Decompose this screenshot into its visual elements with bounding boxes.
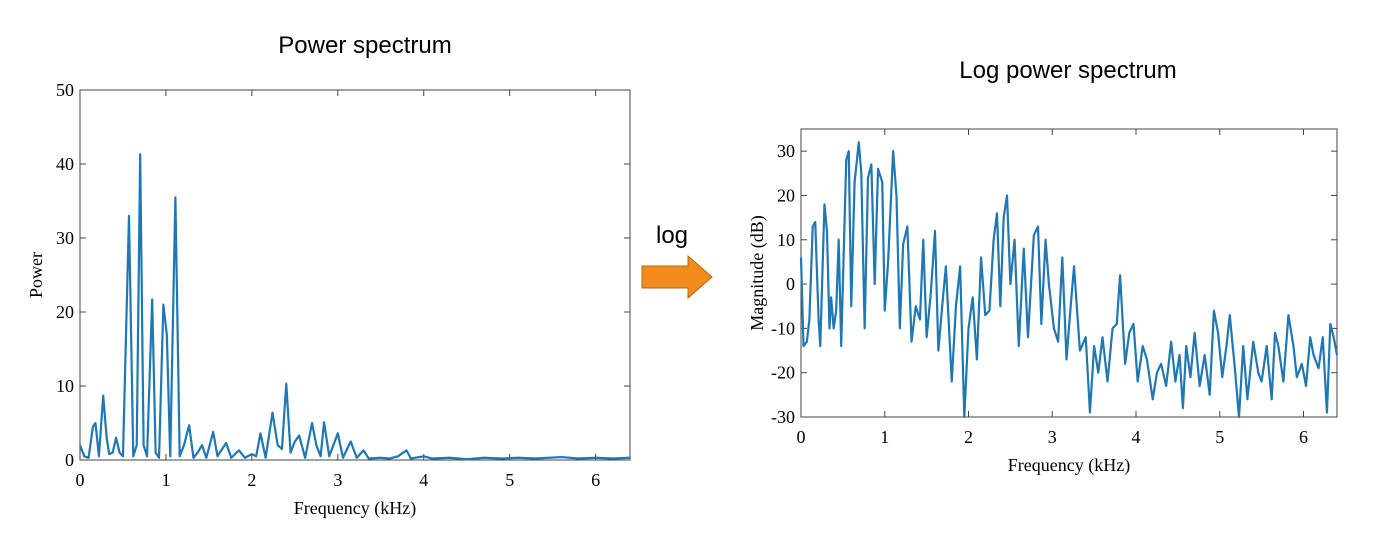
- y-tick-label: -10: [771, 318, 795, 338]
- series-line: [78, 153, 631, 461]
- y-tick-label: 30: [56, 228, 74, 248]
- y-tick-label: 40: [56, 154, 74, 174]
- x-axis-label: Frequency (kHz): [1008, 455, 1130, 476]
- y-tick-label: 50: [56, 80, 74, 100]
- y-tick-label: 20: [777, 185, 795, 205]
- plot-frame: [79, 89, 631, 461]
- x-tick-label: 2: [964, 427, 973, 447]
- x-tick-label: 0: [797, 427, 806, 447]
- chart-title: Power spectrum: [278, 32, 451, 59]
- y-axis-label: Magnitude (dB): [747, 215, 768, 330]
- chart-title: Log power spectrum: [959, 57, 1176, 84]
- x-tick-label: 1: [161, 470, 170, 490]
- y-tick-label: 10: [56, 376, 74, 396]
- x-tick-label: 6: [591, 470, 600, 490]
- x-tick-label: 1: [880, 427, 889, 447]
- series-line: [799, 141, 1339, 419]
- arrow-label: log: [656, 222, 688, 249]
- x-tick-label: 2: [247, 470, 256, 490]
- plot-frame: [800, 128, 1338, 418]
- y-tick-label: -20: [771, 363, 795, 383]
- y-tick-label: 20: [56, 302, 74, 322]
- x-tick-label: 3: [333, 470, 342, 490]
- x-tick-label: 3: [1048, 427, 1057, 447]
- x-tick-label: 6: [1299, 427, 1308, 447]
- x-tick-label: 5: [1215, 427, 1224, 447]
- y-axis-label: Power: [26, 252, 46, 298]
- x-tick-label: 4: [1132, 427, 1141, 447]
- y-tick-label: 0: [65, 450, 74, 470]
- y-tick-label: 30: [777, 141, 795, 161]
- arrow: [641, 254, 713, 300]
- y-tick-label: 0: [786, 274, 795, 294]
- x-tick-label: 5: [505, 470, 514, 490]
- x-axis-label: Frequency (kHz): [294, 498, 416, 519]
- x-tick-label: 0: [76, 470, 85, 490]
- y-tick-label: -30: [771, 407, 795, 427]
- y-tick-label: 10: [777, 230, 795, 250]
- x-tick-label: 4: [419, 470, 428, 490]
